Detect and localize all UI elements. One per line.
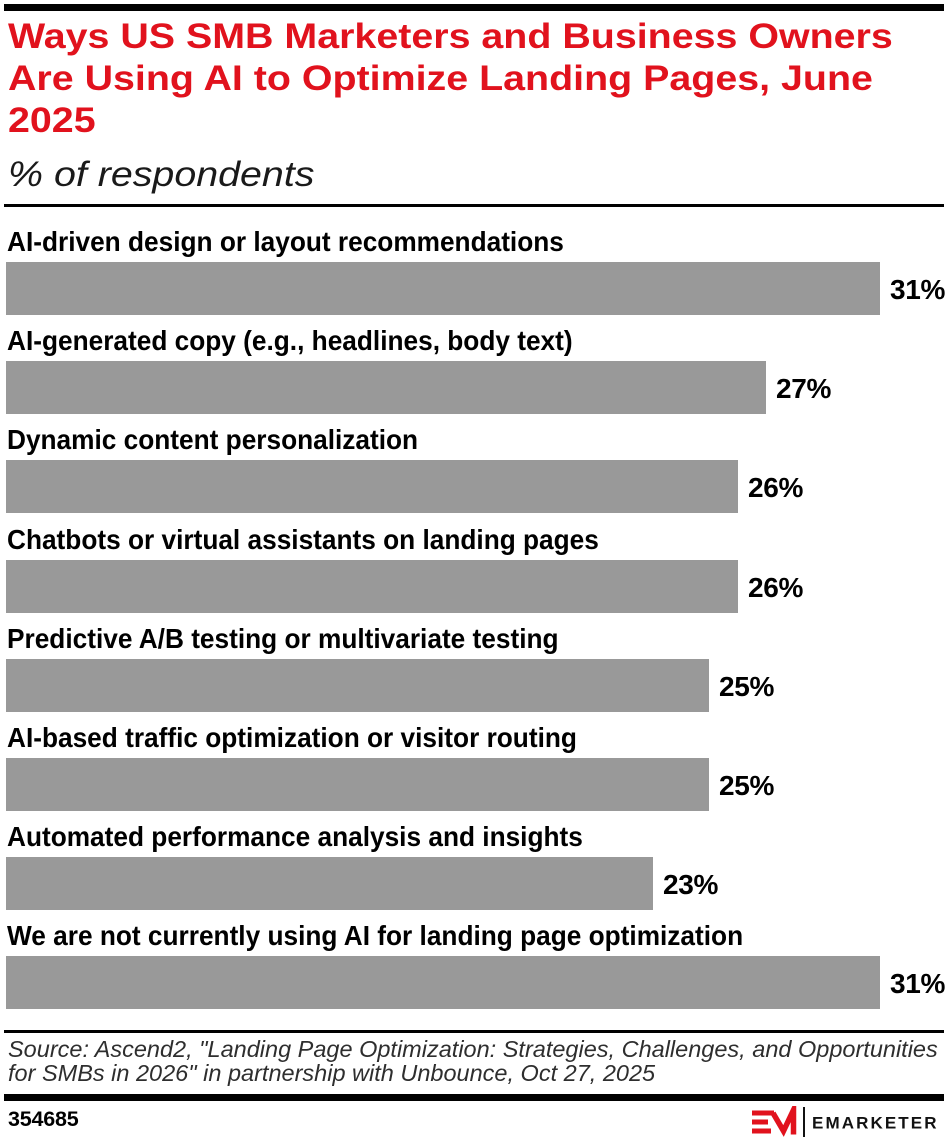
svg-text:EMARKETER: EMARKETER xyxy=(812,1114,939,1133)
